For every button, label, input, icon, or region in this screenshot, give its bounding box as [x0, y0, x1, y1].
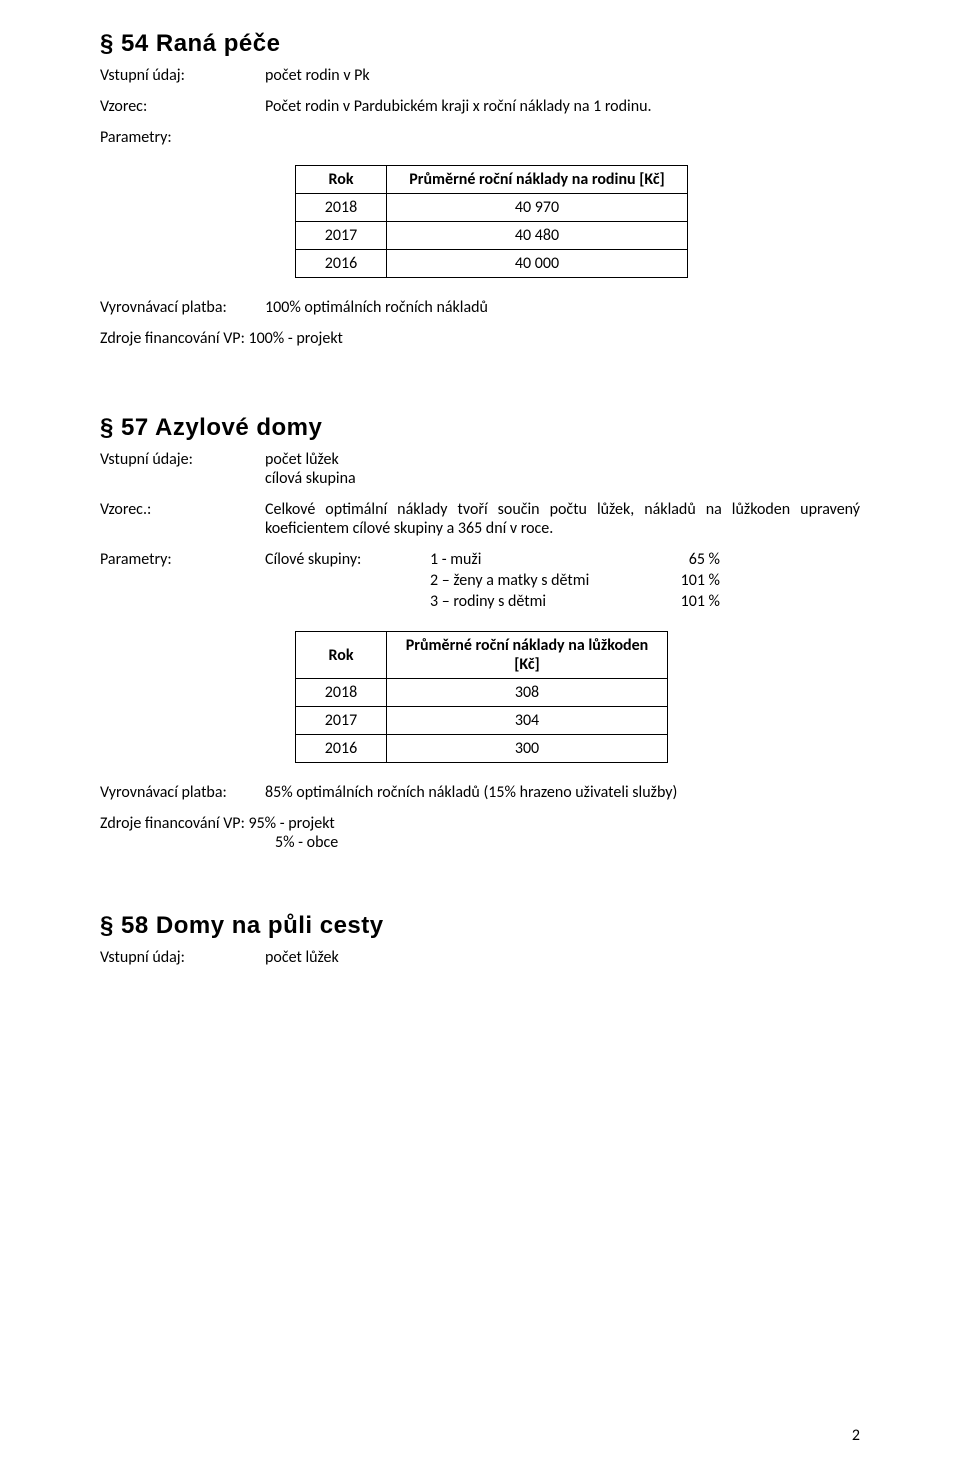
s57-input-label: Vstupní údaje:	[100, 450, 265, 469]
s54-vyrov-row: Vyrovnávací platba: 100% optimálních roč…	[100, 298, 860, 317]
s57-input-value-1: počet lůžek	[265, 450, 860, 469]
s57-vyrov-label: Vyrovnávací platba:	[100, 783, 265, 802]
s57-r0-year: 2018	[296, 679, 387, 707]
table-row: 2018 308	[296, 679, 668, 707]
s54-table: Rok Průměrné roční náklady na rodinu [Kč…	[295, 165, 688, 278]
s57-vzorec-value: Celkové optimální náklady tvoří součin p…	[265, 500, 860, 538]
s54-input-label: Vstupní údaj:	[100, 66, 265, 85]
s57-r2-val: 300	[387, 735, 668, 763]
s57-th-value-l1: Průměrné roční náklady na lůžkoden	[397, 636, 657, 655]
s57-input-row: Vstupní údaje: počet lůžek cílová skupin…	[100, 450, 860, 488]
s57-vyrov-value: 85% optimálních ročních nákladů (15% hra…	[265, 783, 860, 802]
s58-input-label: Vstupní údaj:	[100, 948, 265, 967]
s57-cil-2-pct: 101 %	[650, 592, 720, 611]
s54-zdroje-row: Zdroje financování VP: 100% - projekt	[100, 329, 860, 348]
s54-input-value: počet rodin v Pk	[265, 66, 860, 85]
table-row: 2016 300	[296, 735, 668, 763]
list-item: 3 – rodiny s dětmi 101 %	[430, 592, 720, 611]
page: § 54 Raná péče Vstupní údaj: počet rodin…	[0, 0, 960, 1473]
list-item: 2 – ženy a matky s dětmi 101 %	[430, 571, 720, 590]
s57-cilove-grid: 1 - muži 65 % 2 – ženy a matky s dětmi 1…	[430, 550, 720, 613]
s57-th-value: Průměrné roční náklady na lůžkoden [Kč]	[387, 632, 668, 679]
s54-zdroje-line: Zdroje financování VP: 100% - projekt	[100, 329, 343, 348]
s57-cil-0-pct: 65 %	[650, 550, 720, 569]
s57-cil-1-text: 2 – ženy a matky s dětmi	[430, 571, 650, 590]
s54-th-value: Průměrné roční náklady na rodinu [Kč]	[387, 166, 688, 194]
s57-r1-val: 304	[387, 707, 668, 735]
s54-param-label: Parametry:	[100, 128, 265, 147]
s57-r2-year: 2016	[296, 735, 387, 763]
s57-vyrov-row: Vyrovnávací platba: 85% optimálních ročn…	[100, 783, 860, 802]
s54-r1-val: 40 480	[387, 222, 688, 250]
s57-vzorec-label: Vzorec.:	[100, 500, 265, 519]
s57-param-label: Parametry:	[100, 550, 265, 569]
s57-cilove-label: Cílové skupiny:	[265, 550, 405, 613]
s57-cil-0-text: 1 - muži	[430, 550, 650, 569]
s57-th-year: Rok	[296, 632, 387, 679]
s57-input-values: počet lůžek cílová skupina	[265, 450, 860, 488]
s57-param-row: Parametry: Cílové skupiny: 1 - muži 65 %…	[100, 550, 860, 613]
s54-input-row: Vstupní údaj: počet rodin v Pk	[100, 66, 860, 85]
page-number: 2	[852, 1426, 860, 1445]
s57-r1-year: 2017	[296, 707, 387, 735]
s54-r0-val: 40 970	[387, 194, 688, 222]
s57-r0-val: 308	[387, 679, 668, 707]
s57-zdroje-block: Zdroje financování VP: 95% - projekt 5% …	[100, 814, 860, 852]
table-row: 2016 40 000	[296, 250, 688, 278]
s58-input-value: počet lůžek	[265, 948, 860, 967]
s54-vzorec-value: Počet rodin v Pardubickém kraji x roční …	[265, 97, 860, 116]
s54-vzorec-label: Vzorec:	[100, 97, 265, 116]
s54-th-year: Rok	[296, 166, 387, 194]
s54-r0-year: 2018	[296, 194, 387, 222]
s54-vzorec-row: Vzorec: Počet rodin v Pardubickém kraji …	[100, 97, 860, 116]
s54-r2-year: 2016	[296, 250, 387, 278]
s54-r1-year: 2017	[296, 222, 387, 250]
s54-vyrov-label: Vyrovnávací platba:	[100, 298, 265, 317]
table-row: 2017 40 480	[296, 222, 688, 250]
section-54-title: § 54 Raná péče	[100, 30, 860, 58]
s54-vyrov-value: 100% optimálních ročních nákladů	[265, 298, 860, 317]
s57-zdroje-line1: Zdroje financování VP: 95% - projekt	[100, 814, 860, 833]
s57-table: Rok Průměrné roční náklady na lůžkoden […	[295, 631, 668, 763]
s57-vzorec-row: Vzorec.: Celkové optimální náklady tvoří…	[100, 500, 860, 538]
section-58-title: § 58 Domy na půli cesty	[100, 912, 860, 940]
table-row: 2018 40 970	[296, 194, 688, 222]
s57-input-value-2: cílová skupina	[265, 469, 860, 488]
s58-input-row: Vstupní údaj: počet lůžek	[100, 948, 860, 967]
section-57-title: § 57 Azylové domy	[100, 414, 860, 442]
s54-r2-val: 40 000	[387, 250, 688, 278]
s57-zdroje-line2: 5% - obce	[275, 833, 860, 852]
s57-th-value-l2: [Kč]	[397, 655, 657, 674]
s54-param-row: Parametry:	[100, 128, 860, 147]
s57-cilove-block: Cílové skupiny: 1 - muži 65 % 2 – ženy a…	[265, 550, 860, 613]
s57-cil-2-text: 3 – rodiny s dětmi	[430, 592, 650, 611]
table-row: 2017 304	[296, 707, 668, 735]
s57-cil-1-pct: 101 %	[650, 571, 720, 590]
list-item: 1 - muži 65 %	[430, 550, 720, 569]
